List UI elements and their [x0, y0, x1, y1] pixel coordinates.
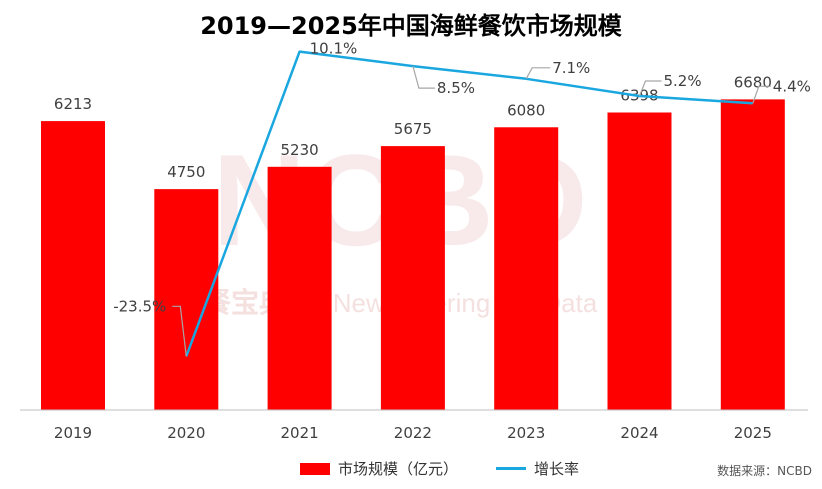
legend-swatch-line — [496, 467, 527, 470]
bar-label-2021: 5230 — [281, 141, 319, 159]
growth-line-path[interactable] — [185, 50, 753, 357]
growth-leader-2022 — [412, 65, 435, 89]
legend: 市场规模（亿元） 增长率 — [300, 458, 609, 479]
bar-2025[interactable] — [720, 99, 785, 410]
growth-label-2023: 7.1% — [552, 59, 590, 77]
x-tick-labels: 2019 2020 2021 2022 2023 2024 2025 — [54, 424, 772, 442]
legend-item-bar[interactable]: 市场规模（亿元） — [300, 458, 458, 479]
growth-line — [185, 50, 753, 357]
bar-2023[interactable] — [494, 127, 559, 410]
x-tick-2021: 2021 — [281, 424, 319, 442]
bar-2021[interactable] — [267, 166, 332, 410]
growth-label-2024: 5.2% — [664, 72, 702, 90]
bar-2022[interactable] — [380, 146, 445, 411]
growth-leader-2020 — [172, 305, 187, 357]
x-tick-2022: 2022 — [394, 424, 432, 442]
legend-label-line: 增长率 — [534, 460, 580, 478]
chart-title: 2019—2025年中国海鲜餐饮市场规模 — [200, 12, 622, 40]
x-tick-2025: 2025 — [734, 424, 772, 442]
bar-label-2020: 4750 — [167, 163, 205, 181]
bar-2024[interactable] — [607, 112, 672, 411]
bar-label-2022: 5675 — [394, 120, 432, 138]
source-note: 数据来源：NCBD — [717, 464, 812, 478]
bar-label-2023: 6080 — [507, 101, 545, 119]
bar-2019[interactable] — [41, 121, 105, 411]
growth-leader-2025 — [752, 85, 771, 104]
x-tick-2023: 2023 — [507, 424, 545, 442]
growth-leader-2023 — [525, 67, 551, 80]
growth-label-2020: -23.5% — [113, 297, 166, 315]
x-tick-2019: 2019 — [54, 424, 92, 442]
legend-label-bar: 市场规模（亿元） — [338, 460, 459, 478]
x-tick-2020: 2020 — [167, 424, 205, 442]
bar-label-2019: 6213 — [54, 95, 92, 113]
growth-labels: -23.5% 10.1% 8.5% 7.1% 5.2% 4.4% — [113, 40, 811, 357]
x-tick-2024: 2024 — [620, 424, 658, 442]
growth-label-2022: 8.5% — [437, 79, 475, 97]
bar-label-2025: 6680 — [734, 73, 772, 91]
legend-item-line[interactable]: 增长率 — [496, 458, 579, 479]
growth-leader-2024 — [638, 80, 662, 97]
growth-label-2021: 10.1% — [310, 40, 358, 58]
legend-swatch-bar — [300, 462, 330, 475]
growth-label-2025: 4.4% — [773, 77, 811, 95]
